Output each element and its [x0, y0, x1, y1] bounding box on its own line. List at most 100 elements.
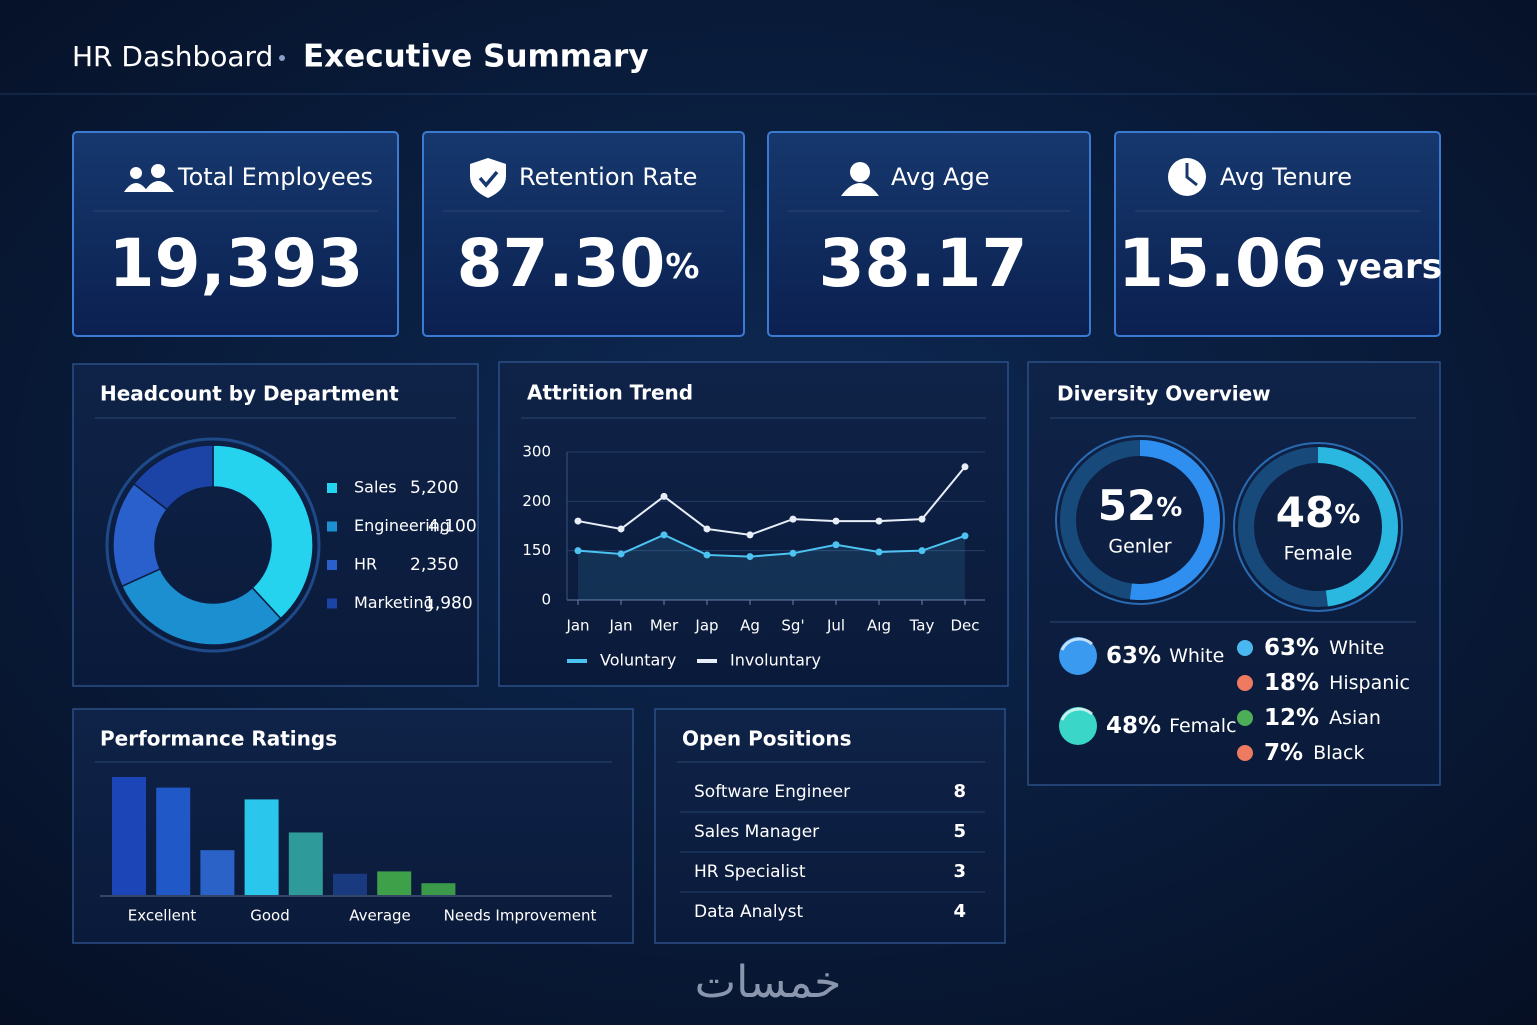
value: 15.06 [1118, 225, 1327, 302]
x-tick-label: Jan [565, 617, 589, 635]
bar [244, 799, 279, 895]
bar [288, 832, 323, 895]
positions-panel [654, 708, 1006, 944]
legend-value: 12% [1264, 705, 1319, 731]
x-tick-label: Jul [826, 617, 845, 635]
legend-label: Femalc [1169, 715, 1236, 737]
legend-dot [1237, 710, 1253, 726]
icon-person [841, 162, 879, 196]
x-tick-label: Excellent [128, 907, 197, 925]
clock-hands [1185, 163, 1198, 187]
legend-label: White [1169, 645, 1224, 667]
bar [421, 883, 456, 895]
x-tick-label: Sg' [781, 617, 804, 635]
kpi-label: Avg Tenure [1220, 163, 1352, 191]
legend-entry: 18% Hispanic [1264, 670, 1410, 696]
legend-value: 48% [1106, 713, 1161, 739]
legend-value: 1,980 [424, 594, 473, 614]
line-point [574, 547, 582, 555]
line-point [746, 553, 754, 561]
legend-entry: 63% White [1106, 643, 1224, 669]
icon-people [124, 164, 174, 192]
icon-check [478, 170, 499, 188]
attrition-panel [498, 361, 1009, 687]
line-point [660, 492, 668, 500]
position-name: HR Specialist [694, 862, 806, 882]
donut-slice [132, 444, 214, 511]
legend-label: Asian [1329, 707, 1381, 729]
x-tick-label: Dec [950, 617, 979, 635]
position-count: 3 [953, 861, 966, 882]
ring-label: Genler [1108, 536, 1171, 558]
ring-outline [1233, 442, 1403, 612]
kpi-card: Avg Tenure 15.06 years [1114, 131, 1442, 337]
position-name: Data Analyst [694, 902, 803, 922]
unit: % [1334, 500, 1360, 530]
x-tick-label: Needs Improvement [444, 907, 597, 925]
value: 48 [1276, 488, 1334, 537]
x-tick-label: Average [349, 907, 411, 925]
donut-ring [105, 437, 321, 653]
line-point [789, 549, 797, 557]
icon-shield [470, 158, 506, 198]
ring-value: 52% [1098, 481, 1183, 530]
unit: % [665, 247, 699, 287]
unit: % [1156, 493, 1182, 523]
legend-swatch [327, 560, 337, 570]
breadcrumb: HR Dashboard [72, 40, 273, 73]
ring-outline [1055, 435, 1225, 605]
legend-value: 63% [1106, 643, 1161, 669]
line-point [832, 517, 840, 525]
y-tick-label: 300 [522, 443, 551, 461]
legend-label: Engineering [354, 516, 450, 535]
ring-value: 48% [1276, 488, 1361, 537]
legend-value: 2,350 [410, 555, 459, 575]
donut-slice [120, 567, 282, 646]
bar [156, 787, 191, 895]
bar [333, 873, 367, 895]
legend-label: Hispanic [1329, 672, 1410, 694]
value: 52 [1098, 481, 1156, 530]
line-point [703, 525, 711, 533]
legend-entry: 63% White [1264, 635, 1384, 661]
kpi-card: Total Employees 19,393 [72, 131, 399, 337]
legend-label: Sales [354, 478, 397, 497]
line-point [746, 531, 754, 539]
panel-title: Headcount by Department [100, 382, 399, 406]
watermark: خمسات [695, 957, 842, 1008]
position-name: Software Engineer [694, 782, 850, 802]
legend-value: 5,200 [410, 478, 459, 498]
legend-dot [1237, 640, 1253, 656]
legend-value: 4,100 [428, 517, 477, 537]
separator-dot [279, 55, 285, 61]
x-tick-label: Jan [608, 617, 632, 635]
legend-entry: 12% Asian [1264, 705, 1381, 731]
legend-dot [1237, 745, 1253, 761]
legend-icon [1059, 707, 1097, 745]
position-count: 5 [953, 821, 966, 842]
line-point [832, 541, 840, 549]
legend-label: Involuntary [730, 651, 821, 670]
bar [200, 850, 235, 895]
legend-swatch [327, 483, 337, 493]
value: 87.30 [457, 225, 666, 302]
legend-label: HR [354, 555, 377, 574]
panel-title: Performance Ratings [100, 727, 337, 751]
kpi-value: 87.30% [457, 225, 700, 302]
kpi-value: 38.17 [819, 225, 1028, 302]
x-tick-label: Aıg [867, 617, 891, 635]
line-point [617, 525, 625, 533]
card-bg [767, 131, 1091, 337]
legend-entry: 48% Femalc [1106, 713, 1237, 739]
legend-label: Black [1313, 742, 1364, 764]
legend-icon-arc [1060, 637, 1094, 651]
legend-value: 63% [1264, 635, 1319, 661]
line-point [961, 463, 969, 471]
kpi-value: 19,393 [109, 225, 364, 302]
legend-value: 18% [1264, 670, 1319, 696]
legend-icon [1059, 637, 1097, 675]
legend-icon-arc [1060, 707, 1094, 721]
panel-title: Diversity Overview [1057, 382, 1271, 406]
position-count: 8 [953, 781, 966, 802]
